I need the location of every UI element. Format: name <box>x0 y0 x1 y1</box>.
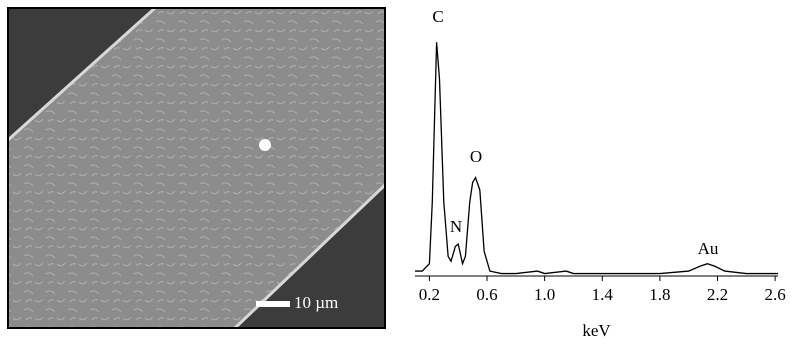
peak-label: C <box>432 7 443 26</box>
image-border <box>7 7 386 329</box>
x-tick-label: 0.6 <box>476 285 497 304</box>
x-tick-label: 2.6 <box>764 285 785 304</box>
spot-marker <box>259 139 271 151</box>
x-tick-label: 1.4 <box>592 285 614 304</box>
sem-image: 10 µm <box>6 6 387 330</box>
peak-label: N <box>450 217 462 236</box>
peak-label: Au <box>698 239 719 258</box>
scale-label: 10 µm <box>294 293 338 312</box>
x-tick-label: 2.2 <box>707 285 728 304</box>
peak-label: O <box>470 147 482 166</box>
x-tick-label: 0.2 <box>419 285 440 304</box>
spectrum-line <box>415 42 778 275</box>
x-tick-label: 1.8 <box>649 285 670 304</box>
x-axis-label: keV <box>582 321 611 340</box>
fiber-edge <box>6 6 157 142</box>
scale-bar <box>256 301 290 307</box>
x-tick-label: 1.0 <box>534 285 555 304</box>
